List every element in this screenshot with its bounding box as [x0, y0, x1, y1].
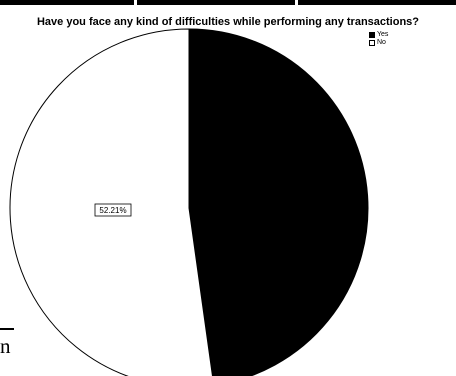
page-fragment-rule [0, 328, 14, 330]
top-border-rule [0, 0, 456, 5]
legend-label-yes: Yes [377, 31, 389, 38]
top-border-gap [295, 0, 298, 5]
legend-swatch-yes [369, 32, 375, 38]
data-label-box [94, 203, 132, 217]
legend: Yes No [369, 31, 388, 47]
pie-slice-yes [188, 28, 369, 376]
legend-item-yes: Yes [369, 31, 388, 39]
legend-item-no: No [369, 39, 388, 47]
legend-label-no: No [377, 39, 386, 46]
page-fragment-text: n [0, 334, 11, 358]
legend-swatch-no [369, 40, 375, 46]
top-border-gap [134, 0, 137, 5]
data-label-text: 52.21% [99, 206, 126, 215]
pie-slice-no [9, 28, 213, 376]
data-label-no: 52.21% [94, 203, 132, 217]
chart-title: Have you face any kind of difficulties w… [36, 16, 420, 28]
